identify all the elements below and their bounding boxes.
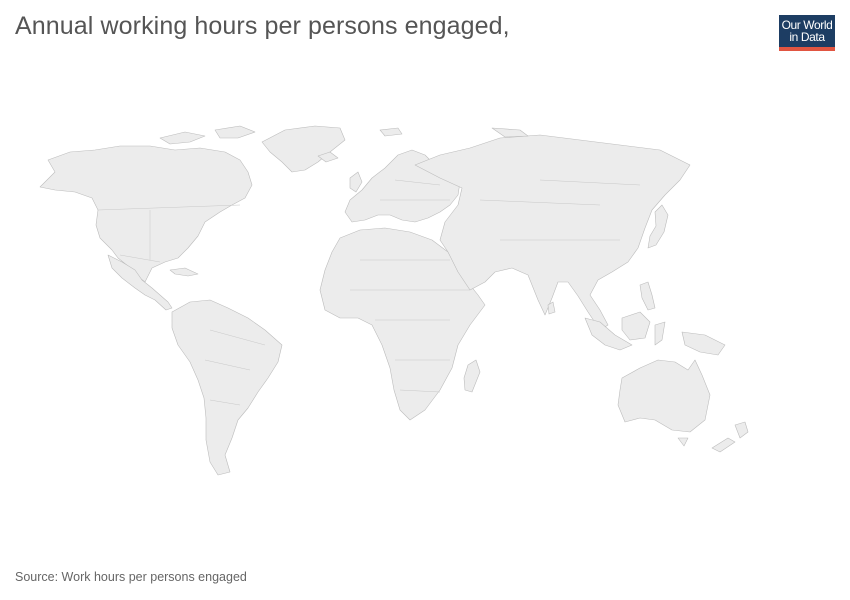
- region-madagascar[interactable]: [463, 359, 481, 393]
- region-africa[interactable]: [319, 227, 486, 421]
- region-north-america[interactable]: [39, 145, 253, 283]
- region-arctic-islands[interactable]: [159, 125, 529, 145]
- region-greenland[interactable]: [261, 125, 346, 173]
- region-borneo[interactable]: [621, 311, 651, 341]
- country-borders: [97, 179, 641, 406]
- region-japan[interactable]: [647, 204, 669, 249]
- region-sulawesi[interactable]: [654, 321, 666, 346]
- region-iceland[interactable]: [317, 151, 339, 163]
- region-central-america[interactable]: [107, 254, 173, 311]
- region-new-zealand[interactable]: [711, 421, 749, 453]
- region-tasmania[interactable]: [677, 437, 689, 447]
- region-new-guinea[interactable]: [681, 331, 726, 356]
- region-indonesia[interactable]: [584, 317, 633, 351]
- owid-logo[interactable]: Our World in Data: [779, 15, 835, 51]
- region-south-america[interactable]: [171, 299, 283, 476]
- region-australia[interactable]: [617, 359, 711, 433]
- region-philippines[interactable]: [639, 281, 656, 311]
- region-uk[interactable]: [349, 171, 363, 193]
- logo-line-1: Our World: [781, 18, 833, 32]
- region-cuba[interactable]: [169, 267, 199, 277]
- region-sri-lanka[interactable]: [547, 301, 556, 315]
- source-note: Source: Work hours per persons engaged: [15, 570, 247, 584]
- chart-title: Annual working hours per persons engaged…: [15, 12, 510, 40]
- logo-line-2: in Data: [789, 30, 825, 44]
